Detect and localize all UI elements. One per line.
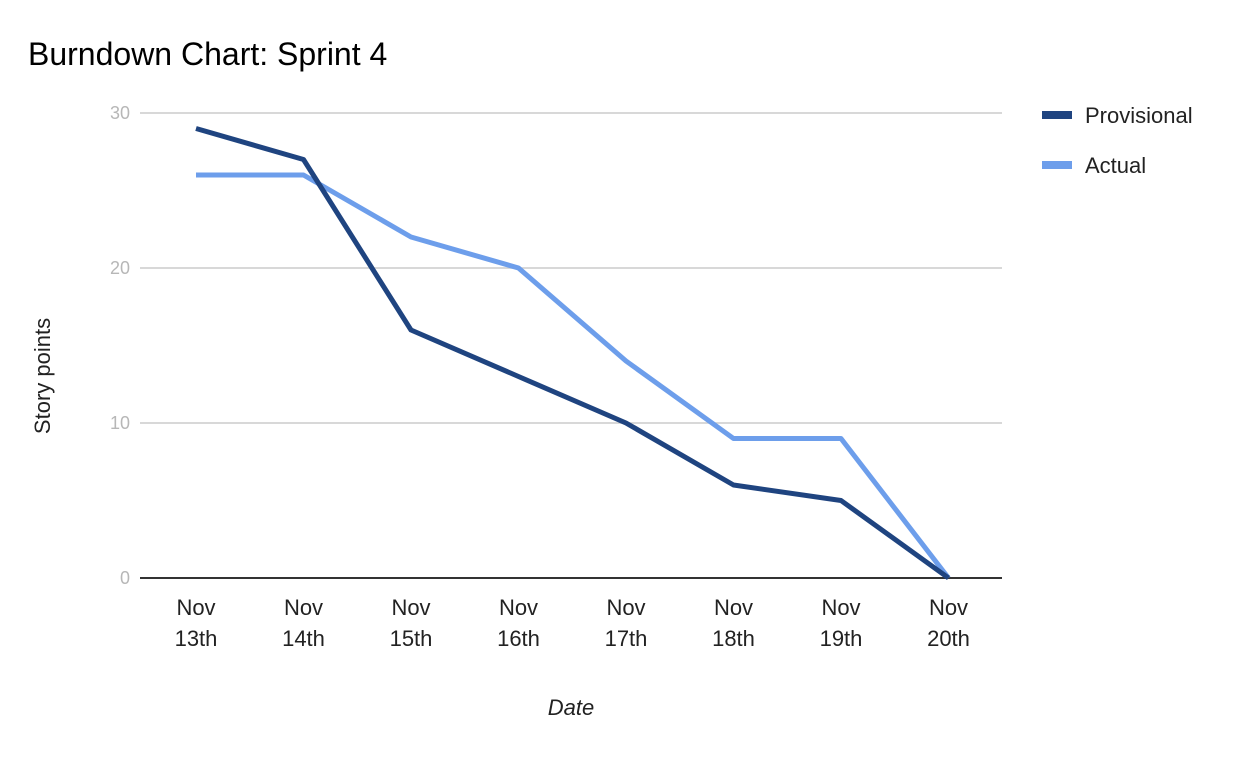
- series-lines: [195, 126, 951, 581]
- y-axis-label: Story points: [30, 318, 55, 434]
- x-tick-label: Nov: [929, 595, 968, 620]
- y-tick-label: 10: [110, 413, 130, 433]
- legend-swatch-provisional: [1042, 111, 1072, 119]
- x-tick-label: 14th: [282, 626, 325, 651]
- x-tick-label: Nov: [391, 595, 430, 620]
- legend-label-actual: Actual: [1085, 153, 1146, 178]
- y-tick-label: 0: [120, 568, 130, 588]
- x-tick-label: 19th: [820, 626, 863, 651]
- y-tick-labels: 0 10 20 30: [110, 103, 130, 588]
- x-tick-label: Nov: [714, 595, 753, 620]
- series-line-provisional: [195, 126, 950, 581]
- x-tick-label: Nov: [499, 595, 538, 620]
- x-tick-label: Nov: [606, 595, 645, 620]
- x-tick-label: 18th: [712, 626, 755, 651]
- chart-title: Burndown Chart: Sprint 4: [28, 36, 387, 72]
- x-tick-label: 17th: [605, 626, 648, 651]
- legend: Provisional Actual: [1042, 103, 1193, 178]
- x-axis-label: Date: [548, 695, 594, 720]
- x-tick-label: 20th: [927, 626, 970, 651]
- legend-swatch-actual: [1042, 161, 1072, 169]
- x-tick-label: Nov: [284, 595, 323, 620]
- series-line-actual: [196, 172, 951, 580]
- y-tick-label: 30: [110, 103, 130, 123]
- legend-label-provisional: Provisional: [1085, 103, 1193, 128]
- gridlines: [140, 112, 1002, 579]
- x-tick-label: Nov: [821, 595, 860, 620]
- x-tick-label: 13th: [175, 626, 218, 651]
- y-tick-label: 20: [110, 258, 130, 278]
- x-tick-labels: Nov 13th Nov 14th Nov 15th Nov 16th Nov 17th Nov 18…: [175, 595, 970, 651]
- x-tick-label: 16th: [497, 626, 540, 651]
- x-tick-label: Nov: [176, 595, 215, 620]
- x-tick-label: 15th: [390, 626, 433, 651]
